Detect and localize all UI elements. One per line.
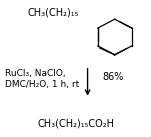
Text: CH₃(CH₂)₁₅: CH₃(CH₂)₁₅ — [27, 8, 79, 18]
Text: CH₃(CH₂)₁₅CO₂H: CH₃(CH₂)₁₅CO₂H — [37, 118, 114, 128]
Text: 86%: 86% — [103, 72, 124, 82]
Text: DMC/H₂O, 1 h, rt: DMC/H₂O, 1 h, rt — [5, 80, 79, 89]
Text: RuCl₃, NaClO,: RuCl₃, NaClO, — [5, 69, 65, 79]
